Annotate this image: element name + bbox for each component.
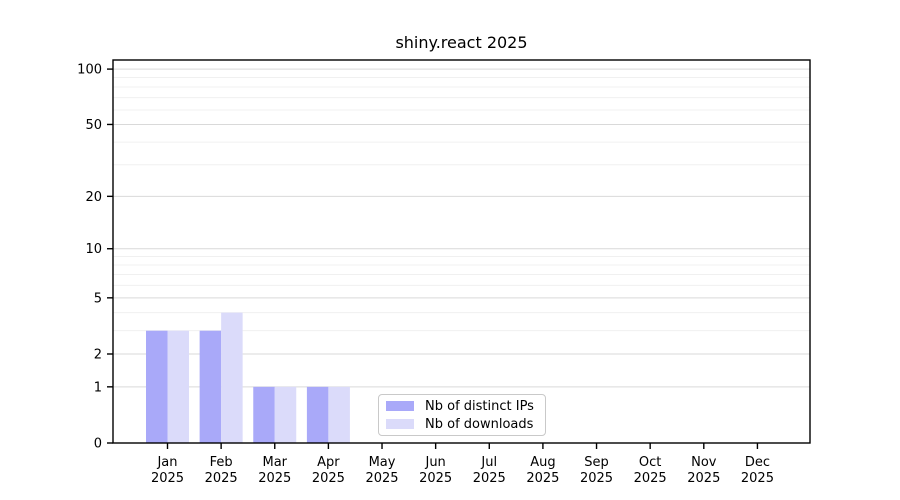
legend: Nb of distinct IPs Nb of downloads: [378, 394, 546, 436]
y-tick-label: 100: [77, 63, 102, 78]
legend-label-distinct-ips: Nb of distinct IPs: [425, 398, 534, 414]
x-tick-label-month: Nov: [691, 455, 717, 470]
bar-nb-of-downloads-mar: [274, 386, 297, 443]
x-tick-label-month: Aug: [530, 455, 555, 470]
legend-item-downloads: Nb of downloads: [386, 417, 545, 431]
x-tick-label-year: 2025: [580, 471, 613, 486]
x-tick-label-year: 2025: [312, 471, 345, 486]
x-tick-label-month: May: [369, 455, 396, 470]
x-tick-label-month: Mar: [262, 455, 287, 470]
x-tick-label-year: 2025: [526, 471, 559, 486]
chart-title: shiny.react 2025: [395, 33, 528, 52]
legend-label-downloads: Nb of downloads: [425, 416, 534, 432]
x-tick-label-year: 2025: [473, 471, 506, 486]
x-tick-label-year: 2025: [258, 471, 291, 486]
legend-item-distinct-ips: Nb of distinct IPs: [386, 399, 545, 413]
x-tick-label-month: Dec: [745, 455, 770, 470]
x-tick-label-year: 2025: [634, 471, 667, 486]
x-tick-label-year: 2025: [205, 471, 238, 486]
bar-nb-of-downloads-jan: [167, 330, 189, 443]
y-tick-label: 0: [94, 437, 102, 452]
x-tick-label-month: Sep: [584, 455, 609, 470]
x-tick-label-year: 2025: [687, 471, 720, 486]
y-tick-label: 1: [94, 380, 102, 395]
x-tick-label-month: Jul: [480, 455, 497, 470]
bar-nb-of-distinct-ips-feb: [199, 330, 222, 443]
x-tick-label-month: Jun: [424, 455, 445, 470]
x-tick-label-month: Jan: [156, 455, 177, 470]
x-tick-label-month: Apr: [317, 455, 340, 470]
legend-swatch-distinct-ips: [386, 401, 414, 411]
bar-nb-of-distinct-ips-apr: [306, 386, 329, 443]
y-tick-label: 20: [85, 190, 102, 205]
y-tick-label: 5: [94, 291, 102, 306]
bar-nb-of-distinct-ips-mar: [253, 386, 275, 443]
y-tick-label: 2: [94, 347, 102, 362]
y-tick-label: 50: [85, 118, 102, 133]
bar-nb-of-downloads-apr: [328, 386, 350, 443]
x-tick-label-year: 2025: [741, 471, 774, 486]
x-tick-label-month: Feb: [210, 455, 233, 470]
legend-swatch-downloads: [386, 419, 414, 429]
x-tick-label-year: 2025: [365, 471, 398, 486]
x-tick-label-year: 2025: [151, 471, 184, 486]
bar-nb-of-distinct-ips-jan: [146, 330, 168, 443]
plot-frame: [112, 59, 811, 444]
x-tick-label-month: Oct: [639, 455, 661, 470]
x-tick-label-year: 2025: [419, 471, 452, 486]
bar-nb-of-downloads-feb: [221, 312, 243, 443]
y-tick-label: 10: [85, 242, 102, 257]
